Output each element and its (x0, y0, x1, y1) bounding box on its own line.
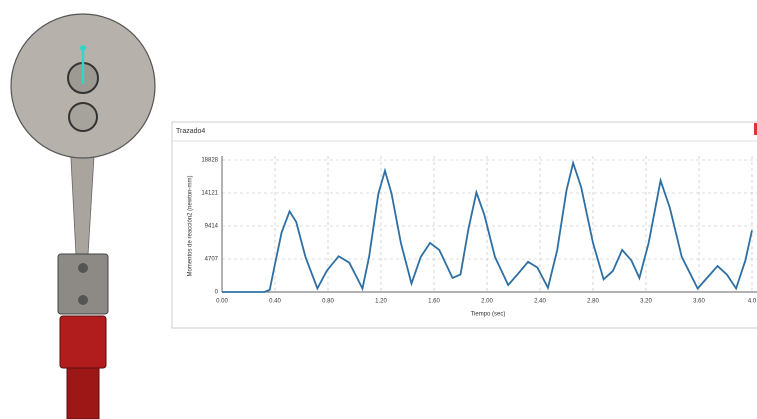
y-tick-label: 9414 (205, 224, 219, 230)
x-tick-label: 0.80 (322, 299, 334, 305)
x-tick-label: 0.40 (269, 299, 281, 305)
handle-tip (67, 368, 99, 419)
y-tick-label: 18828 (201, 158, 218, 164)
x-tick-label: 0.00 (216, 299, 228, 305)
screen: Trazado4 Tiempo (sec) Momentos de reacci… (0, 0, 757, 419)
x-tick-label: 3.60 (693, 299, 705, 305)
bolt (78, 263, 88, 273)
page: Trazado4 Tiempo (sec) Momentos de reacci… (0, 0, 757, 419)
y-tick-label: 14121 (201, 191, 218, 197)
handle (60, 316, 106, 368)
x-tick-label: 2.40 (534, 299, 546, 305)
x-tick-label: 3.20 (640, 299, 652, 305)
mechanism (11, 14, 155, 419)
y-tick-label: 4707 (205, 257, 219, 263)
x-axis-label: Tiempo (sec) (471, 312, 506, 318)
panel-title: Trazado4 (176, 128, 205, 135)
bolt (78, 295, 88, 305)
y-axis-label: Momentos de reacción2 (newton-mm) (188, 175, 194, 276)
x-tick-label: 1.60 (428, 299, 440, 305)
x-tick-label: 1.20 (375, 299, 387, 305)
x-tick-label: 2.00 (481, 299, 493, 305)
x-tick-label: 4.0 (748, 299, 757, 305)
vector-head (80, 45, 86, 51)
x-tick-label: 2.80 (587, 299, 599, 305)
pin-bottom (69, 103, 97, 131)
plot-panel (172, 122, 757, 328)
